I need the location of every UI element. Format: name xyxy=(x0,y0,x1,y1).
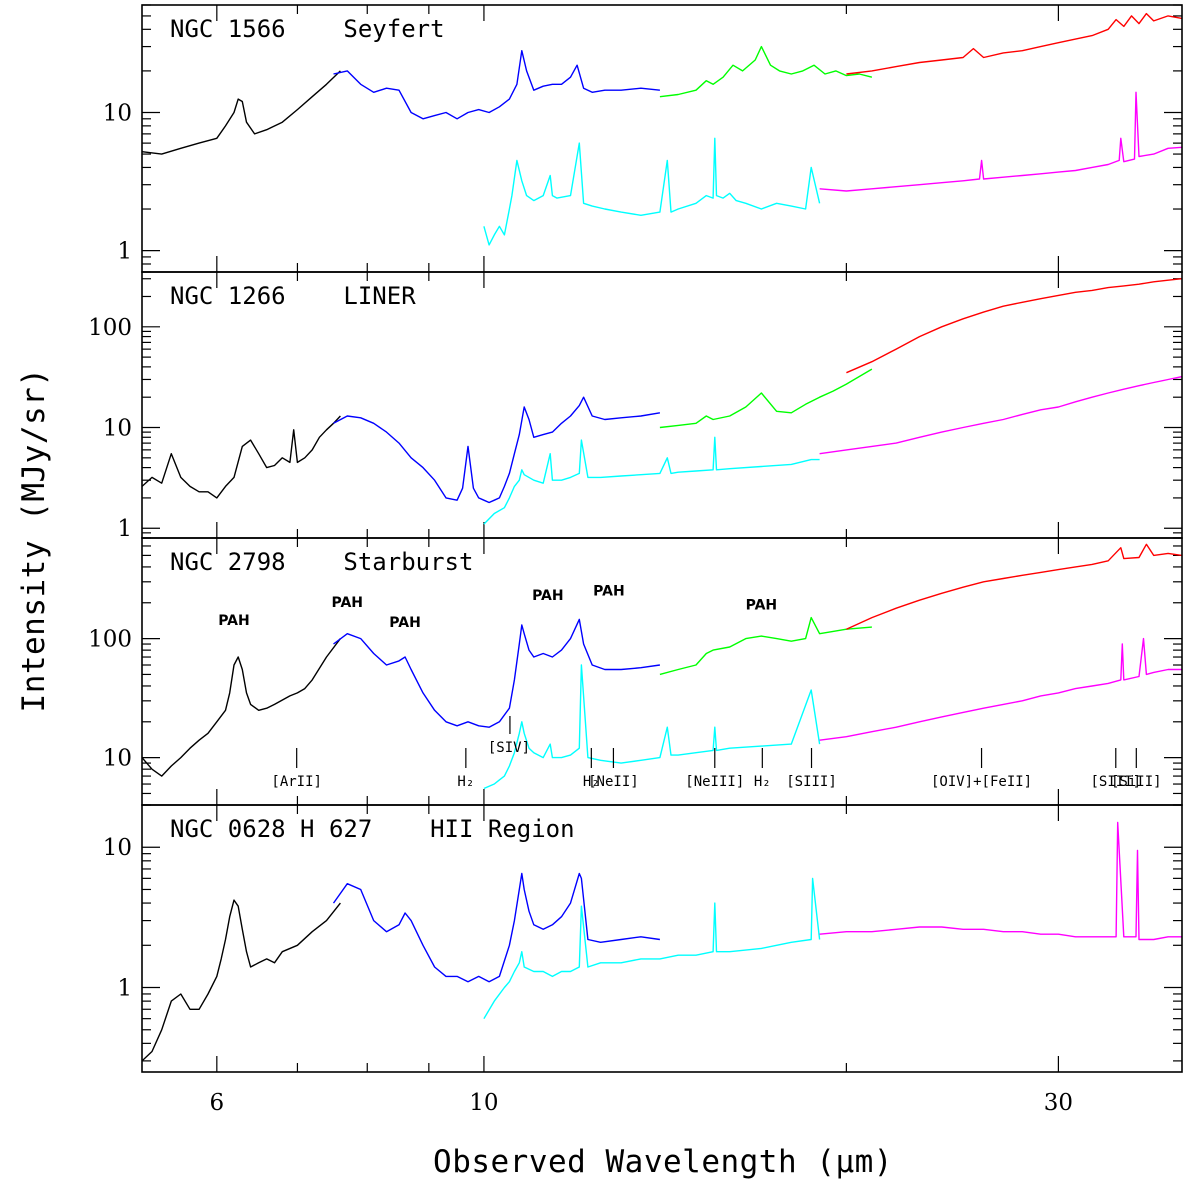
spectrum-SL2 xyxy=(142,638,341,777)
y-tick-label: 10 xyxy=(103,416,132,442)
panel-3: 10 100 NGC 2798 Starburst PAH PAH PAH PAH PAH PA… xyxy=(88,537,1183,806)
series-group xyxy=(142,278,1182,525)
spectrum-SL1 xyxy=(332,872,660,983)
series-group xyxy=(142,543,1182,790)
series-group xyxy=(142,821,1182,1062)
spectrum-LL1 xyxy=(846,12,1182,75)
line-label: [OIV]+[FeII] xyxy=(931,774,1032,790)
panel-frame xyxy=(141,271,1183,539)
pah-label: PAH xyxy=(218,613,250,629)
spectrum-SL1 xyxy=(333,50,660,120)
y-tick-label: 100 xyxy=(88,315,132,341)
line-label: [SiII] xyxy=(1111,774,1162,790)
panel-label: NGC 1266 LINER xyxy=(170,282,416,310)
pah-label: PAH xyxy=(332,595,364,611)
panel-label: NGC 0628 H 627 HII Region xyxy=(170,815,575,843)
line-label: H₂ xyxy=(754,774,771,790)
panel-4: 1 10 NGC 0628 H 627 HII Region xyxy=(103,804,1183,1073)
spectrum-SH xyxy=(483,664,821,790)
spectrum-SL2 xyxy=(142,70,341,155)
spectrum-SL2 xyxy=(142,415,341,499)
line-label: [SIII] xyxy=(786,774,837,790)
spectrum-SH xyxy=(483,137,821,246)
y-tick-label: 10 xyxy=(103,100,132,126)
spectrum-SL2 xyxy=(142,899,341,1062)
spectrum-LL1 xyxy=(846,278,1182,374)
line-label: H₂ xyxy=(583,774,600,790)
y-tick-label: 1 xyxy=(117,516,132,542)
y-tick-label: 1 xyxy=(117,976,132,1002)
spectrum-LL2 xyxy=(659,45,873,98)
spectrum-LH xyxy=(819,375,1182,455)
y-tick-label: 100 xyxy=(88,627,132,653)
line-label: [SIV] xyxy=(488,740,530,756)
panel-1: 1 10 NGC 1566 Seyfert xyxy=(103,4,1183,273)
spectrum-SL1 xyxy=(333,396,661,504)
x-tick-label: 10 xyxy=(469,1090,498,1116)
line-label: [ArII] xyxy=(271,774,322,790)
panel-frame xyxy=(141,537,1183,806)
x-tick-label: 30 xyxy=(1044,1090,1073,1116)
spectrum-SH xyxy=(483,877,821,1020)
spectrum-SH xyxy=(483,436,820,525)
spectrum-LL2 xyxy=(659,616,872,676)
pah-label: PAH xyxy=(389,615,421,631)
spectrum-LL1 xyxy=(846,543,1182,630)
pah-label: PAH xyxy=(746,598,778,614)
line-label: [NeII] xyxy=(588,774,639,790)
line-label: [SIII] xyxy=(1090,774,1141,790)
line-label: H₂ xyxy=(457,774,474,790)
y-axis-label: Intensity (MJy/sr) xyxy=(16,368,52,713)
panel-label: NGC 1566 Seyfert xyxy=(170,15,445,43)
pah-label: PAH xyxy=(593,584,625,600)
series-group xyxy=(142,12,1182,246)
x-axis-label: Observed Wavelength (μm) xyxy=(433,1144,893,1180)
panel-frame xyxy=(141,804,1183,1073)
spectrum-LH xyxy=(819,821,1182,941)
pah-label: PAH xyxy=(532,588,564,604)
y-tick-label: 1 xyxy=(117,239,132,265)
panel-frame xyxy=(141,4,1183,273)
spectrum-LL2 xyxy=(659,368,873,429)
x-tick-label: 6 xyxy=(210,1090,225,1116)
panel-label: NGC 2798 Starburst xyxy=(170,548,473,576)
spectrum-SL1 xyxy=(333,618,660,728)
y-tick-label: 10 xyxy=(103,746,132,772)
line-label: [NeIII] xyxy=(685,774,744,790)
spectrum-LH xyxy=(819,91,1182,192)
y-tick-label: 10 xyxy=(103,835,132,861)
panel-2: 1 10 100 NGC 1266 LINER xyxy=(88,271,1183,542)
spectrum-LH xyxy=(819,637,1182,741)
